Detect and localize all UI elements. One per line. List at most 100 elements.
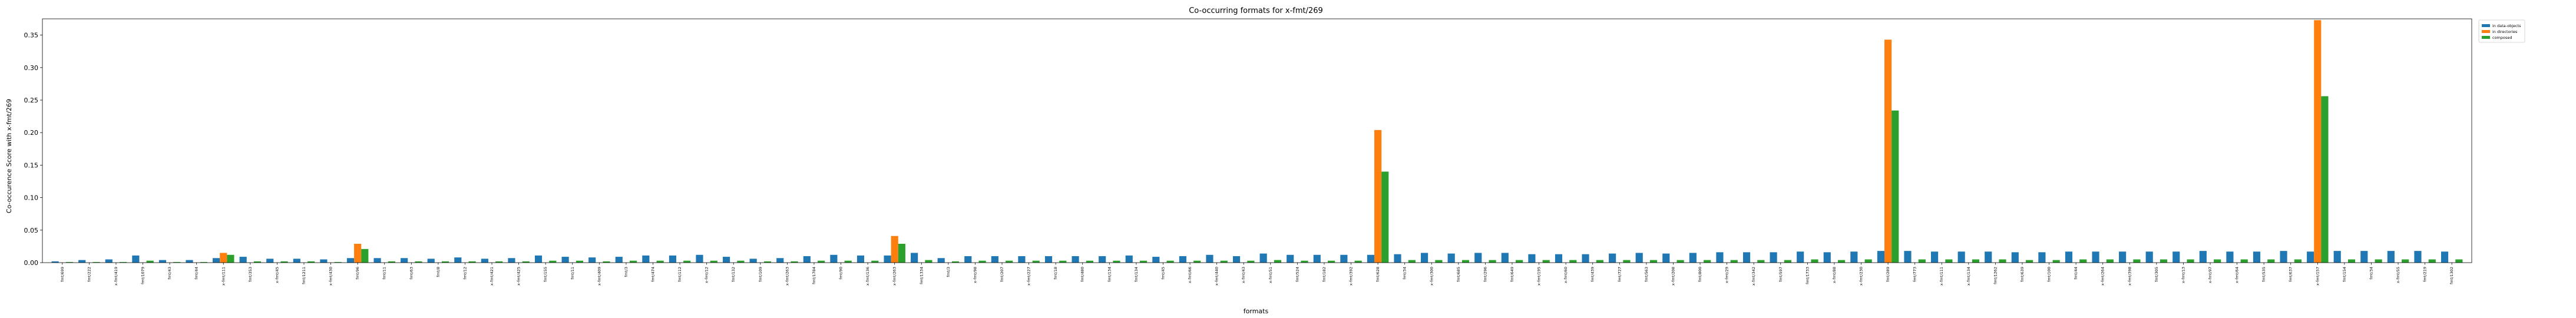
bar-x-fmt-300-series-2 bbox=[1435, 260, 1443, 263]
bar-fmt-649-series-0 bbox=[1501, 253, 1509, 263]
bar-x-fmt-263-series-2 bbox=[898, 243, 905, 263]
chart-title: Co-occurring formats for x-fmt/269 bbox=[1189, 6, 1323, 15]
x-tick-label: fmt/11 bbox=[382, 267, 387, 280]
x-tick-label: x-fmt/111 bbox=[221, 267, 226, 286]
bar-fmt-1211-series-2 bbox=[307, 261, 315, 263]
bar-x-fmt-97-series-2 bbox=[2214, 259, 2221, 263]
x-tick-label: x-fmt/392 bbox=[1349, 267, 1354, 286]
x-tick-label: fmt/1211 bbox=[302, 267, 306, 284]
x-tick-label: fmt/155 bbox=[543, 267, 548, 282]
bar-fmt-524-series-0 bbox=[1287, 254, 1294, 263]
x-tick-label: fmt/182 bbox=[1322, 267, 1327, 282]
y-tick-label: 0.20 bbox=[24, 129, 39, 137]
bar-fmt-154-series-0 bbox=[2333, 251, 2341, 263]
x-tick-label: x-fmt/227 bbox=[1027, 267, 1031, 286]
x-tick-label: x-fmt/300 bbox=[1429, 267, 1434, 286]
bar-x-fmt-398-series-2 bbox=[2133, 259, 2141, 263]
bar-x-fmt-64-series-0 bbox=[2226, 251, 2234, 263]
bar-fmt-628-series-2 bbox=[1381, 171, 1389, 263]
legend-label: composed bbox=[2492, 35, 2512, 40]
bar-fmt-44-series-0 bbox=[2065, 251, 2073, 263]
y-axis-label: Co-occurence Score with x-fmt/269 bbox=[5, 99, 13, 213]
bar-fmt-182-series-0 bbox=[1313, 254, 1321, 263]
bar-fmt-100-series-0 bbox=[2038, 252, 2046, 263]
bar-x-fmt-66-series-0 bbox=[1179, 256, 1186, 263]
bar-fmt-8-series-2 bbox=[441, 261, 449, 263]
x-tick-label: x-fmt/195 bbox=[1537, 267, 1542, 286]
bar-fmt-112-series-0 bbox=[669, 255, 676, 263]
bar-fmt-222-series-2 bbox=[92, 261, 100, 263]
bar-fmt-1079-series-0 bbox=[132, 255, 140, 263]
bar-x-fmt-409-series-2 bbox=[603, 261, 610, 263]
bar-fmt-134-series-0 bbox=[1125, 255, 1133, 263]
bar-x-fmt-342-series-2 bbox=[1757, 260, 1765, 263]
y-tick-label: 0.25 bbox=[24, 97, 39, 104]
x-tick-label: x-fmt/208 bbox=[1671, 267, 1675, 286]
bar-fmt-96-series-2 bbox=[361, 249, 369, 263]
x-tick-label: fmt/63 bbox=[409, 267, 414, 280]
x-tick-label: x-fmt/398 bbox=[2127, 267, 2132, 286]
bar-fmt-289-series-0 bbox=[1877, 251, 1884, 263]
y-tick-label: 0.35 bbox=[24, 32, 39, 39]
bar-fmt-3-series-0 bbox=[615, 257, 623, 263]
x-tick-label: x-fmt/263 bbox=[892, 267, 897, 286]
bars-layer bbox=[51, 20, 2463, 263]
bar-x-fmt-430-series-2 bbox=[334, 261, 342, 263]
x-tick-label: fmt/45 bbox=[1160, 267, 1165, 280]
bar-fmt-637-series-2 bbox=[2294, 259, 2301, 263]
bar-fmt-685-series-0 bbox=[1447, 253, 1455, 263]
bar-fmt-11-series-0 bbox=[373, 258, 381, 263]
bar-fmt-34-series-0 bbox=[1394, 254, 1401, 263]
bar-fmt-439-series-2 bbox=[1596, 260, 1603, 263]
bar-x-fmt-88-series-0 bbox=[1823, 252, 1831, 263]
bar-fmt-1302-series-2 bbox=[2455, 259, 2463, 263]
legend-swatch bbox=[2482, 24, 2490, 27]
bar-fmt-155-series-2 bbox=[549, 260, 557, 263]
bar-x-fmt-60-series-2 bbox=[1569, 260, 1577, 263]
x-tick-label: fmt/112 bbox=[677, 267, 682, 282]
bar-x-fmt-264-series-2 bbox=[2106, 259, 2114, 263]
bar-fmt-18-series-0 bbox=[1044, 256, 1053, 263]
bar-x-fmt-12-series-0 bbox=[696, 254, 703, 263]
x-tick-label: x-fmt/111 bbox=[1939, 267, 1944, 286]
y-tick-label: 0.10 bbox=[24, 194, 39, 202]
bar-x-fmt-440-series-2 bbox=[1220, 260, 1228, 263]
x-tick-label: fmt/800 bbox=[1698, 267, 1702, 282]
bar-fmt-45-series-0 bbox=[1152, 257, 1160, 263]
bar-fmt-1784-series-0 bbox=[803, 256, 811, 263]
bar-fmt-1079-series-2 bbox=[146, 260, 154, 263]
x-tick-label: fmt/34 bbox=[2369, 267, 2373, 280]
x-tick-label: fmt/132 bbox=[731, 267, 736, 282]
bar-fmt-90-series-2 bbox=[844, 260, 852, 263]
bar-fmt-289-series-1 bbox=[1884, 39, 1892, 263]
bar-fmt-699-series-0 bbox=[51, 261, 59, 263]
bar-x-fmt-64-series-2 bbox=[2240, 259, 2248, 263]
bar-fmt-207-series-2 bbox=[1006, 260, 1013, 263]
x-tick-label: fmt/219 bbox=[2423, 267, 2428, 282]
bar-fmt-637-series-0 bbox=[2280, 251, 2287, 263]
bar-x-fmt-419-series-2 bbox=[120, 261, 127, 263]
bar-fmt-3-series-2 bbox=[630, 260, 637, 263]
bar-x-fmt-227-series-2 bbox=[1032, 260, 1040, 263]
bar-x-fmt-45-series-0 bbox=[266, 259, 274, 263]
legend-swatch bbox=[2482, 30, 2490, 33]
bar-fmt-12-series-2 bbox=[468, 261, 476, 263]
bar-x-fmt-263-series-0 bbox=[884, 255, 891, 263]
x-tick-label: fmt/1784 bbox=[812, 267, 816, 284]
x-tick-label: x-fmt/64 bbox=[2235, 267, 2240, 283]
bar-fmt-134-series-2 bbox=[1113, 260, 1120, 263]
bar-fmt-353-series-0 bbox=[239, 257, 247, 263]
bar-fmt-628-series-1 bbox=[1374, 130, 1382, 263]
x-tick-label: fmt/628 bbox=[1375, 267, 1380, 282]
bar-fmt-524-series-2 bbox=[1301, 260, 1308, 263]
bar-x-fmt-13-series-2 bbox=[2187, 259, 2194, 263]
bar-x-fmt-421-series-0 bbox=[481, 259, 488, 263]
bar-fmt-296-series-0 bbox=[1474, 253, 1482, 263]
x-tick-label: fmt/222 bbox=[87, 267, 91, 282]
bar-x-fmt-425-series-2 bbox=[522, 261, 530, 263]
bar-fmt-43-series-0 bbox=[158, 260, 167, 263]
bar-fmt-11-series-2 bbox=[388, 261, 395, 263]
bar-x-fmt-157-series-1 bbox=[2314, 20, 2322, 263]
x-tick-label: fmt/773 bbox=[1913, 267, 1917, 282]
